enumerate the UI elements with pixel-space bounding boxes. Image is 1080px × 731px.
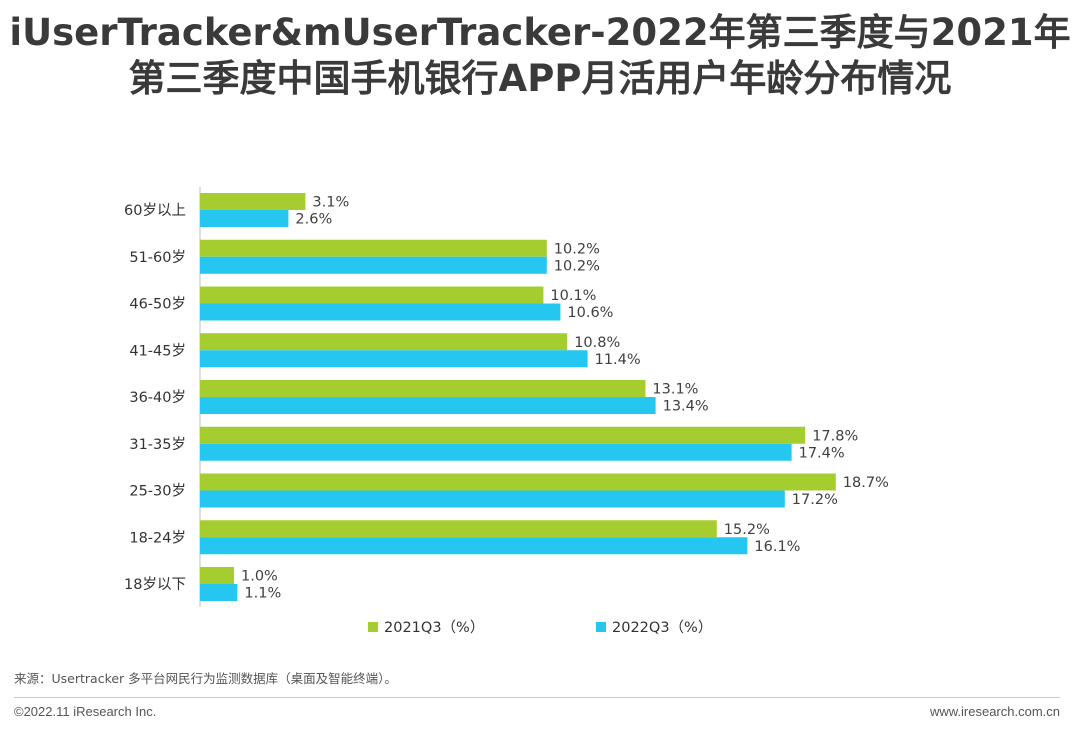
copyright-text: ©2022.11 iResearch Inc. (14, 704, 157, 719)
bar-2022q3 (200, 584, 238, 601)
data-label: 18.7% (843, 475, 889, 491)
bar-2021q3 (200, 380, 646, 397)
legend-swatch-2022q3 (596, 622, 606, 632)
category-label: 31-35岁 (129, 436, 186, 453)
data-label: 16.1% (754, 539, 800, 555)
bar-2021q3 (200, 193, 306, 210)
data-label: 10.8% (574, 335, 620, 351)
category-label: 51-60岁 (129, 249, 186, 266)
bar-chart: 60岁以上 3.1%2.6% 51-60岁 10.2%10.2% 46-50岁 10.1%… (124, 187, 889, 636)
chart-title-line-2: 第三季度中国手机银行APP月活用户年龄分布情况 (128, 57, 952, 100)
category-label: 25-30岁 (129, 483, 186, 500)
data-label: 10.1% (550, 288, 596, 304)
category-label: 36-40岁 (129, 389, 186, 406)
footer-divider (14, 697, 1060, 698)
bar-2022q3 (200, 350, 588, 368)
bar-2021q3 (200, 426, 806, 444)
data-label: 1.0% (241, 569, 278, 585)
legend-label: 2021Q3（%） (384, 619, 484, 636)
category-label: 18-24岁 (129, 529, 186, 546)
chart-title: iUserTracker&mUserTracker-2022年第三季度与2021… (0, 10, 1080, 102)
data-label: 1.1% (244, 586, 281, 602)
data-source-note: 来源：Usertracker 多平台网民行为监测数据库（桌面及智能终端）。 (14, 671, 397, 686)
data-label: 13.1% (652, 382, 698, 398)
bar-2021q3 (200, 333, 568, 351)
bar-2022q3 (200, 303, 561, 321)
data-label: 11.4% (595, 352, 641, 368)
category-label: 46-50岁 (129, 296, 186, 313)
category-label: 60岁以上 (124, 202, 186, 219)
bar-2022q3 (200, 210, 289, 227)
data-label: 17.8% (812, 428, 858, 444)
bar-2021q3 (200, 567, 234, 584)
data-label: 13.4% (663, 399, 709, 415)
website-link[interactable]: www.iresearch.com.cn (929, 704, 1060, 719)
bar-2022q3 (200, 256, 547, 274)
bar-2021q3 (200, 520, 717, 538)
data-label: 17.4% (799, 445, 845, 461)
category-label: 18岁以下 (124, 576, 186, 593)
data-label: 3.1% (312, 195, 349, 211)
bar-2021q3 (200, 286, 544, 304)
data-label: 2.6% (295, 212, 332, 228)
data-label: 10.6% (567, 305, 613, 321)
category-label: 41-45岁 (129, 342, 186, 359)
chart-title-line-1: iUserTracker&mUserTracker-2022年第三季度与2021… (9, 11, 1071, 54)
bar-2022q3 (200, 537, 748, 555)
bar-2022q3 (200, 490, 785, 508)
bar-2021q3 (200, 239, 547, 257)
data-label: 15.2% (724, 522, 770, 538)
bar-2021q3 (200, 473, 836, 491)
legend-swatch-2021q3 (368, 622, 378, 632)
data-label: 17.2% (792, 492, 838, 508)
data-label: 10.2% (554, 241, 600, 257)
bar-2022q3 (200, 443, 792, 461)
data-label: 10.2% (554, 258, 600, 274)
legend-label: 2022Q3（%） (612, 619, 712, 636)
bar-2022q3 (200, 397, 656, 414)
